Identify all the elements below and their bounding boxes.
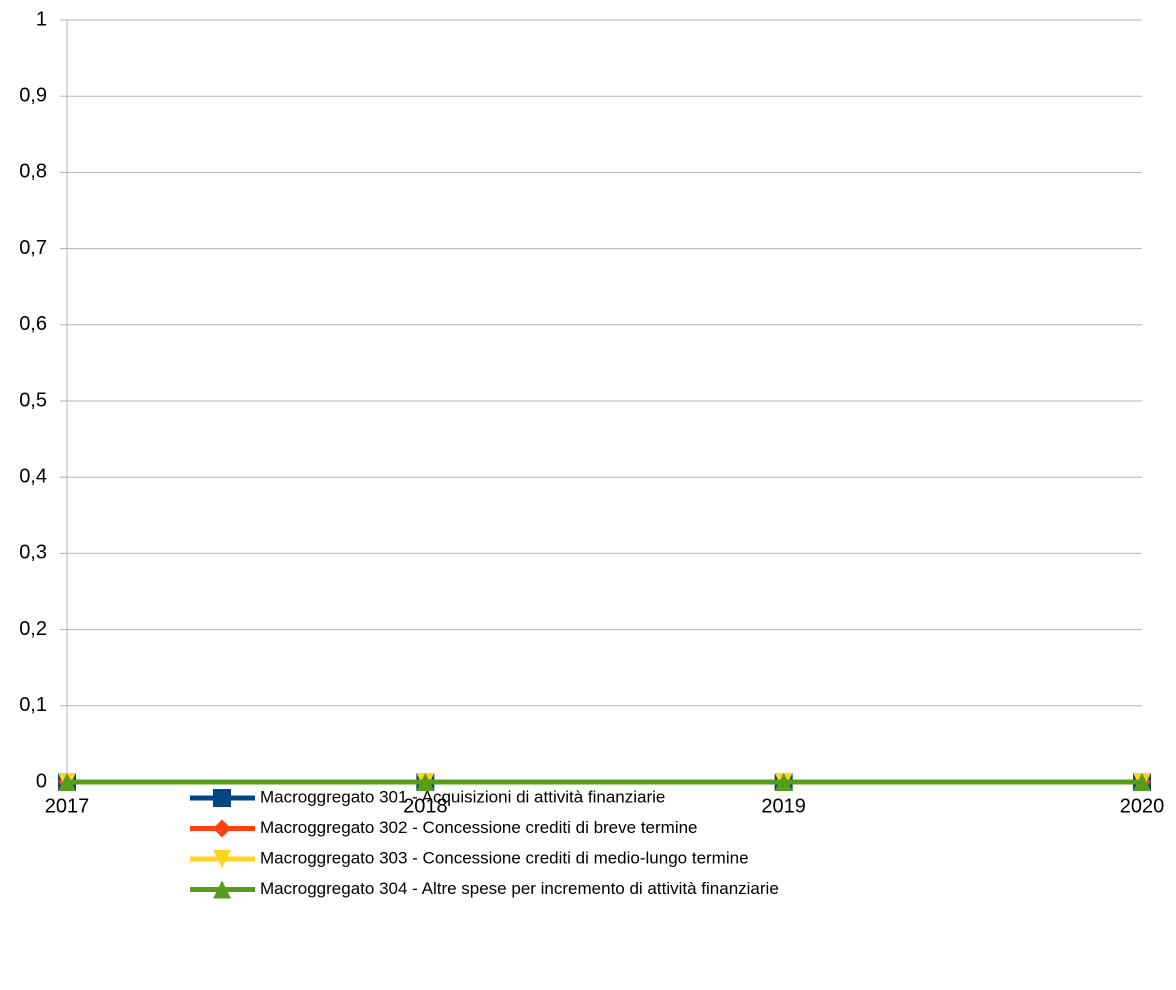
y-tick-label: 0,1 <box>19 694 47 716</box>
marker <box>1133 773 1151 791</box>
y-tick-label: 0,4 <box>19 465 47 487</box>
y-tick-label: 0,2 <box>19 618 47 640</box>
x-tick-label: 2019 <box>761 795 806 817</box>
y-tick-label: 1 <box>36 8 47 30</box>
legend-label: Macroggregato 304 - Altre spese per incr… <box>260 879 779 898</box>
x-tick-label: 2018 <box>403 795 448 817</box>
y-tick-label: 0,8 <box>19 161 47 183</box>
y-tick-label: 0 <box>36 770 47 792</box>
marker <box>774 773 793 791</box>
y-tick-label: 0,5 <box>19 389 47 411</box>
marker <box>213 789 231 807</box>
marker <box>213 850 231 868</box>
x-tick-label: 2020 <box>1120 795 1165 817</box>
marker <box>58 773 76 791</box>
legend-label: Macroggregato 303 - Concessione crediti … <box>260 848 749 867</box>
x-tick-label: 2017 <box>45 795 90 817</box>
legend-label: Macroggregato 302 - Concessione crediti … <box>260 818 698 837</box>
y-tick-label: 0,9 <box>19 84 47 106</box>
marker <box>213 880 231 899</box>
y-tick-label: 0,7 <box>19 237 47 259</box>
marker <box>213 819 231 838</box>
y-tick-label: 0,3 <box>19 542 47 564</box>
legend-label: Macroggregato 301 - Acquisizioni di atti… <box>260 787 665 806</box>
marker <box>416 773 435 791</box>
y-tick-label: 0,6 <box>19 313 47 335</box>
